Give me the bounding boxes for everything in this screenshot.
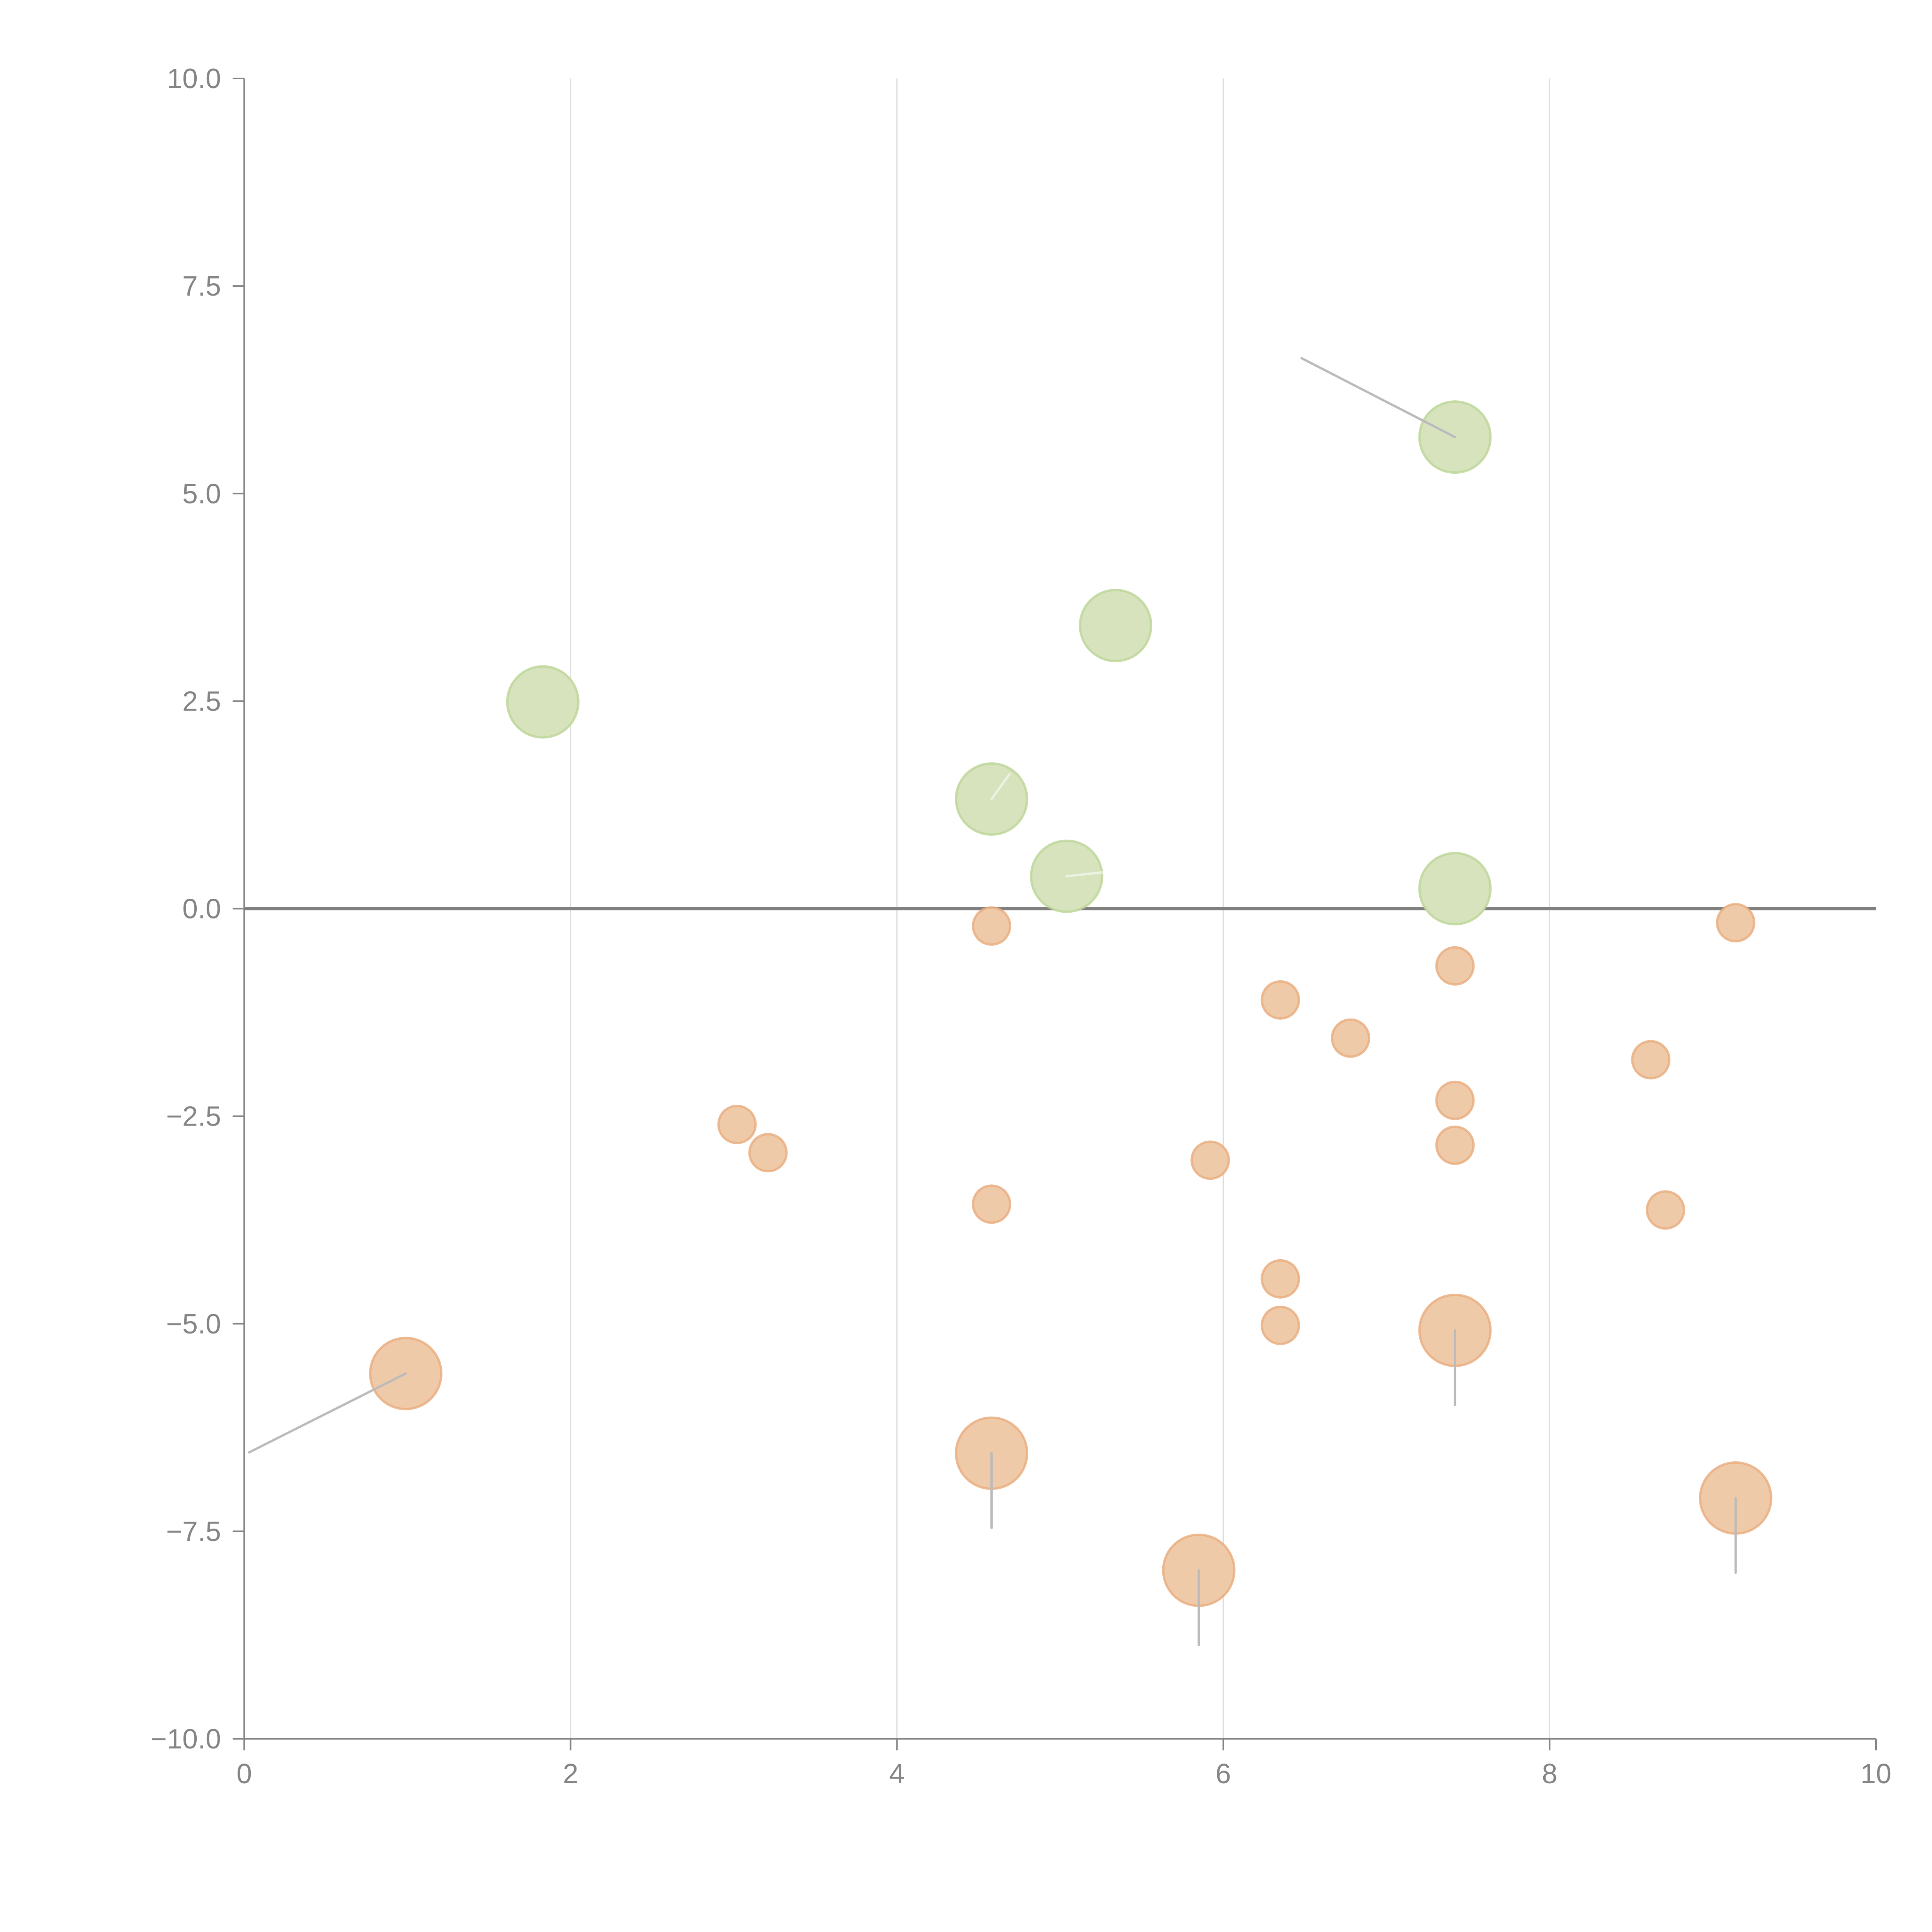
- data-points: [369, 400, 1772, 1607]
- data-point-orange: [1435, 1080, 1475, 1120]
- data-point-orange: [972, 906, 1012, 946]
- data-point-orange: [717, 1105, 757, 1145]
- y-tick-label: −2.5: [166, 1101, 221, 1132]
- y-tick-label: 5.0: [182, 478, 221, 509]
- data-point-orange: [748, 1133, 788, 1173]
- x-tick-label: 8: [1542, 1759, 1557, 1789]
- y-tick-label: 0.0: [182, 894, 221, 925]
- data-point-orange: [1260, 1259, 1300, 1299]
- data-point-orange: [972, 1184, 1012, 1224]
- leader-line: [990, 773, 1011, 800]
- y-tick-label: 2.5: [182, 686, 221, 717]
- data-point-orange: [1631, 1040, 1671, 1080]
- y-tick-label: −7.5: [166, 1516, 221, 1547]
- data-point-orange: [1190, 1140, 1230, 1180]
- x-axis-ticks: 0 2 4 6 8 10: [236, 1739, 1891, 1789]
- data-point-orange: [1435, 946, 1475, 986]
- data-point-orange: [1260, 1306, 1300, 1345]
- data-point-orange: [1435, 1125, 1475, 1165]
- leader-lines: [248, 357, 1737, 1646]
- x-tick-label: 2: [563, 1759, 578, 1789]
- x-tick-label: 10: [1861, 1759, 1891, 1789]
- data-point-green: [1418, 852, 1492, 925]
- y-axis-ticks: 10.0 7.5 5.0 2.5 0.0 −2.5 −5.0 −7.5 −10.0: [151, 63, 244, 1755]
- y-tick-label: −10.0: [151, 1724, 221, 1755]
- y-tick-label: −5.0: [166, 1309, 221, 1340]
- data-point-orange: [1260, 980, 1300, 1020]
- data-point-orange: [1331, 1018, 1371, 1058]
- leader-line: [1065, 871, 1105, 878]
- y-tick-label: 7.5: [182, 271, 221, 302]
- x-tick-label: 0: [236, 1759, 252, 1789]
- data-point-orange: [1646, 1190, 1685, 1230]
- x-tick-label: 6: [1216, 1759, 1231, 1789]
- data-point-orange: [1716, 903, 1755, 943]
- data-point-green: [1079, 588, 1153, 662]
- leader-line: [1300, 357, 1456, 439]
- leader-line: [248, 1372, 407, 1454]
- y-tick-label: 10.0: [167, 63, 221, 94]
- data-point-green: [506, 665, 580, 739]
- x-tick-label: 4: [889, 1759, 905, 1789]
